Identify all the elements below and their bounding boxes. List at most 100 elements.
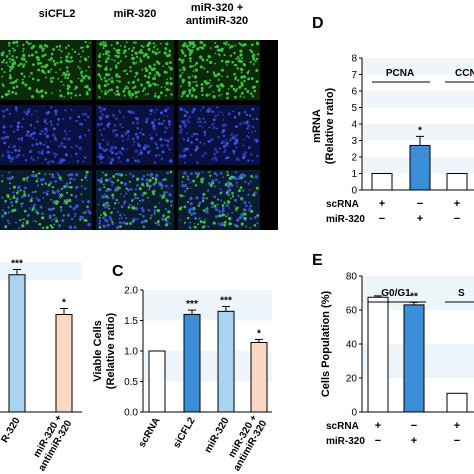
panel-letter-e: E [312,252,323,269]
y-tick-label: 1.5 [124,316,138,327]
bar [409,144,431,191]
svg-text:R-320: R-320 [0,415,23,444]
bar [148,350,166,413]
significance-label: *** [186,299,198,310]
bar [8,274,26,413]
bar [446,173,468,191]
panel-letter-d: D [312,15,324,32]
treatment-sign: + [375,420,381,432]
chart-c: 0.00.51.01.52.0*** ****Viable Cells (Relat… [92,286,272,473]
bar [403,304,425,413]
y-tick-label: 0 [351,186,357,197]
treatment-sign: + [454,420,460,432]
svg-text:Viable Cells: Viable Cells [92,320,104,382]
micrograph-tile-nuclear-stain [178,105,260,165]
y-tick-label: 8 [351,54,357,65]
bar [217,310,235,413]
x-tick-label: siCFL2 [171,415,197,450]
bar [371,173,393,191]
x-tick-label: miR-320 [203,415,232,455]
chart-e: 0 20 40 60 80 **G0/G1 S Cells Population (%) scR… [320,272,474,447]
y-tick-label: 2 [351,153,357,164]
panel-letter-c: C [112,263,124,280]
treatment-label: scRNA [326,421,359,432]
x-tick-label: R-320 [0,415,23,444]
x-tick-label: miR-320 +antimiR-320 [32,413,75,473]
micrograph-tile-green-stain [178,40,260,100]
micrograph-tile-merged [96,170,174,230]
micro-header-mir320: miR-320 [114,8,157,20]
micrograph-tile-merged [0,170,92,230]
bar [183,313,201,413]
treatment-sign: − [411,420,417,432]
significance-label: *** [220,295,232,306]
y-tick-label: 5 [351,103,357,114]
micro-header-sicfl2: siCFL2 [39,8,76,20]
grid-band [362,91,474,108]
bar [250,341,268,413]
y-tick-label: 0.5 [124,377,138,388]
treatment-label: miR-320 [326,436,365,447]
svg-text:(Relative ratio): (Relative ratio) [324,87,336,164]
significance-label: * [257,328,261,339]
micrograph-tile-merged [178,170,260,230]
treatment-sign: + [379,198,385,210]
bar [55,314,73,413]
grid-band [143,290,272,321]
treatment-sign: − [454,213,460,225]
group-label: PCNA [386,68,414,79]
y-tick-label: 3 [351,136,357,147]
y-tick-label: 0 [351,408,357,419]
micrograph-tile-nuclear-stain [0,105,92,165]
treatment-sign: − [454,435,460,447]
micrograph-tile-green-stain [96,40,174,100]
y-tick-label: 7 [351,70,357,81]
y-tick-label: 2.0 [124,286,138,297]
treatment-sign: + [417,213,423,225]
y-tick-label: 4 [351,120,357,131]
micrograph-panel: siCFL2 miR-320 miR-320 + antimiR-320 [0,2,278,230]
treatment-sign: − [379,213,385,225]
svg-text:scRNA: scRNA [137,416,163,450]
y-tick-label: 6 [351,87,357,98]
y-tick-label: 1.0 [124,347,138,358]
grid-band [362,58,474,75]
significance-label: *** [11,259,23,270]
micro-header-mir320-antimir-line1: miR-320 + [191,2,243,14]
y-tick-label: 60 [346,306,358,317]
x-tick-label: scRNA [137,416,163,450]
svg-text:Cells Population (%): Cells Population (%) [320,290,332,397]
significance-label: * [418,125,422,136]
micrograph-tile-nuclear-stain [96,105,174,165]
y-tick-label: 80 [346,272,358,283]
svg-text:(Relative ratio): (Relative ratio) [105,312,117,389]
treatment-sign: − [375,435,381,447]
group-label: S [458,288,465,299]
svg-text:mRNA: mRNA [311,109,323,143]
micro-header-mir320-antimir-line2: antimiR-320 [186,15,248,27]
significance-label: ** [410,291,418,302]
y-axis-label: Viable Cells (Relative ratio) [92,312,117,389]
micrograph-tile-green-stain [0,40,92,100]
treatment-sign: + [411,435,417,447]
significance-label: * [62,298,66,309]
y-axis-label: mRNA (Relative ratio) [311,87,336,164]
svg-text:siCFL2: siCFL2 [171,415,197,450]
treatment-sign: − [417,198,423,210]
y-axis-label: Cells Population (%) [320,290,332,397]
grid-band [362,124,474,141]
y-tick-label: 40 [346,340,358,351]
treatment-label: miR-320 [326,214,365,225]
y-tick-label: 20 [346,374,358,385]
chart-d: 0 1 2 3 4 5 6 7 8 * PCNA CCN mRNA (Relative ratio) scR… [311,54,474,225]
svg-text:miR-320: miR-320 [203,415,232,455]
y-tick-label: 0.0 [124,408,138,419]
chart-b: ****R-320 miR-320 +antimiR-320 [0,259,82,473]
bar [367,296,389,413]
group-label: CCN [455,68,474,79]
treatment-label: scRNA [326,199,359,210]
bar [446,392,468,413]
y-tick-label: 1 [351,169,357,180]
treatment-sign: + [454,198,460,210]
